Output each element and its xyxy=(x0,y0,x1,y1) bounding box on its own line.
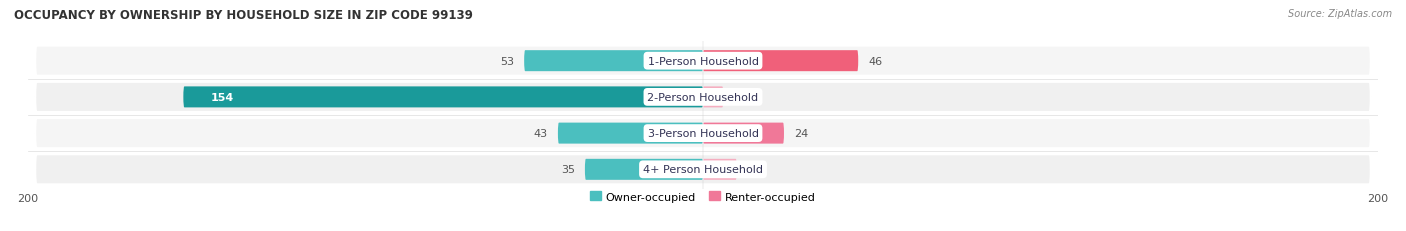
FancyBboxPatch shape xyxy=(703,159,737,180)
FancyBboxPatch shape xyxy=(183,87,703,108)
FancyBboxPatch shape xyxy=(35,118,1371,149)
Text: Source: ZipAtlas.com: Source: ZipAtlas.com xyxy=(1288,9,1392,19)
FancyBboxPatch shape xyxy=(585,159,703,180)
FancyBboxPatch shape xyxy=(703,51,858,72)
Text: 1-Person Household: 1-Person Household xyxy=(648,56,758,66)
Text: 43: 43 xyxy=(534,128,548,139)
Text: 2-Person Household: 2-Person Household xyxy=(647,92,759,103)
Text: 6: 6 xyxy=(734,92,741,103)
FancyBboxPatch shape xyxy=(35,154,1371,185)
Text: 10: 10 xyxy=(747,165,761,175)
Text: 46: 46 xyxy=(869,56,883,66)
Text: 35: 35 xyxy=(561,165,575,175)
Text: 53: 53 xyxy=(501,56,515,66)
FancyBboxPatch shape xyxy=(558,123,703,144)
FancyBboxPatch shape xyxy=(524,51,703,72)
Text: 154: 154 xyxy=(211,92,233,103)
FancyBboxPatch shape xyxy=(703,123,785,144)
FancyBboxPatch shape xyxy=(35,82,1371,113)
FancyBboxPatch shape xyxy=(703,87,723,108)
Legend: Owner-occupied, Renter-occupied: Owner-occupied, Renter-occupied xyxy=(591,191,815,202)
Text: 24: 24 xyxy=(794,128,808,139)
FancyBboxPatch shape xyxy=(35,46,1371,77)
Text: OCCUPANCY BY OWNERSHIP BY HOUSEHOLD SIZE IN ZIP CODE 99139: OCCUPANCY BY OWNERSHIP BY HOUSEHOLD SIZE… xyxy=(14,9,472,22)
Text: 4+ Person Household: 4+ Person Household xyxy=(643,165,763,175)
Text: 3-Person Household: 3-Person Household xyxy=(648,128,758,139)
